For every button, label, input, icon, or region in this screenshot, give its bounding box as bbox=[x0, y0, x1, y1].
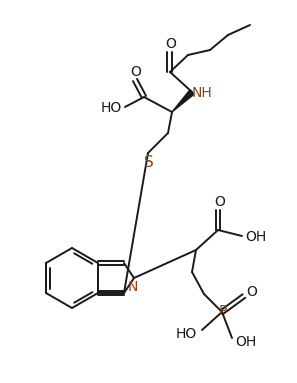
Text: OH: OH bbox=[236, 335, 257, 349]
Text: HO: HO bbox=[175, 327, 197, 341]
Text: O: O bbox=[247, 285, 257, 299]
Text: OH: OH bbox=[245, 230, 267, 244]
Text: O: O bbox=[214, 195, 225, 209]
Text: P: P bbox=[219, 304, 227, 318]
Text: S: S bbox=[144, 154, 154, 170]
Polygon shape bbox=[172, 90, 194, 112]
Text: NH: NH bbox=[192, 86, 212, 100]
Text: O: O bbox=[131, 65, 141, 79]
Text: N: N bbox=[128, 280, 138, 294]
Text: O: O bbox=[165, 37, 176, 51]
Text: HO: HO bbox=[100, 101, 122, 115]
